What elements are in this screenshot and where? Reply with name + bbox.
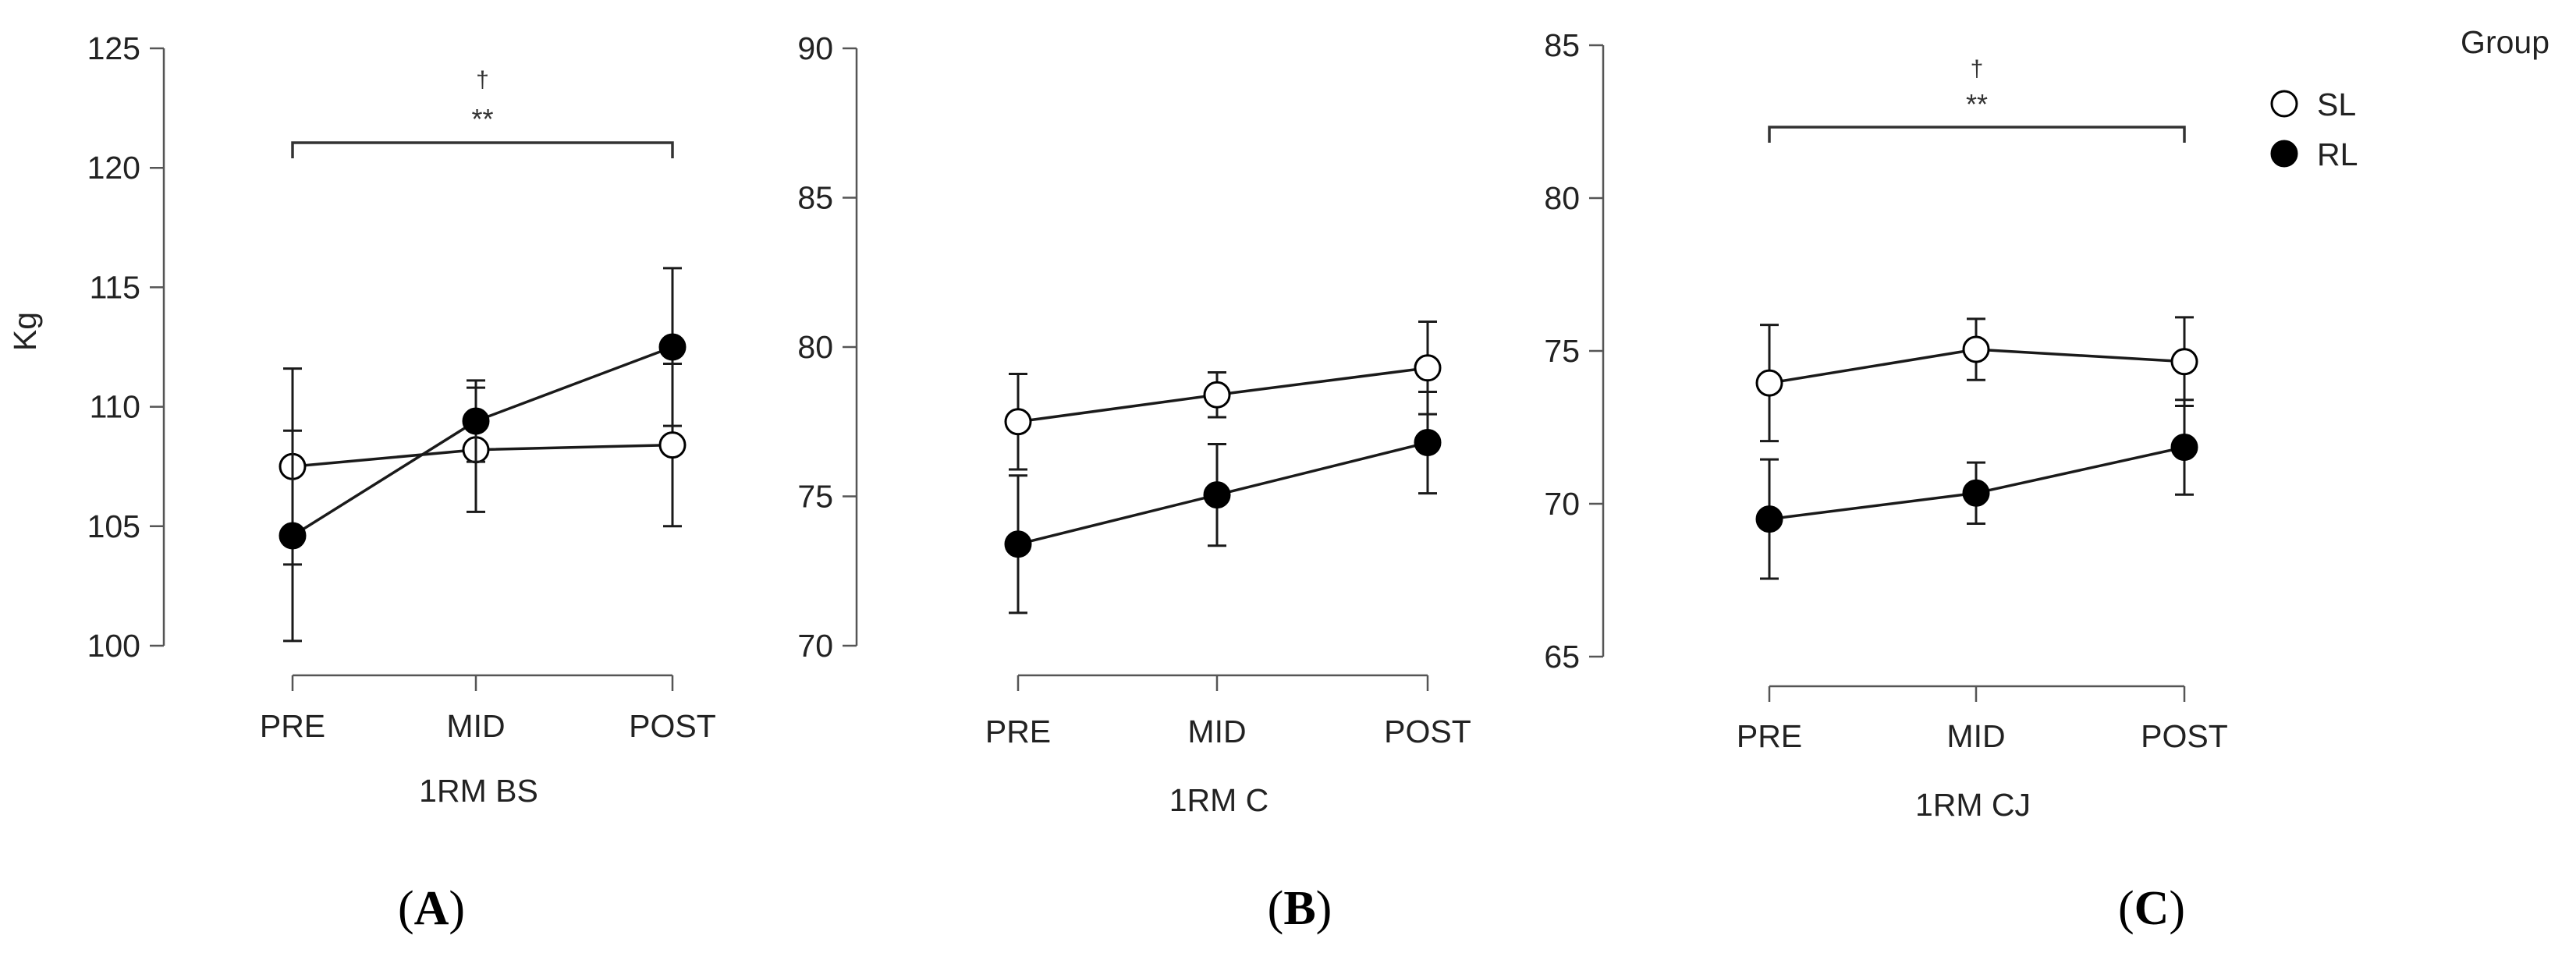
y-tick-label: 70: [797, 628, 833, 664]
series-rl: [1755, 398, 2198, 580]
x-axis-title: 1RM CJ: [1915, 787, 2031, 823]
data-point-sl: [1962, 335, 1990, 363]
data-point-rl: [462, 407, 490, 435]
data-point-rl: [658, 333, 687, 361]
panels: 100 105 110 115 120 125 PRE MID POST 1RM BS Kg † ** (…: [7, 27, 2228, 935]
legend: Group SL RL: [2270, 24, 2549, 172]
series-rl: [1004, 390, 1442, 615]
y-tick-label: 115: [90, 269, 140, 305]
significance-dagger: †: [476, 67, 489, 93]
panel-c: 65 70 75 80 85 PRE MID POST 1RM CJ † ** (C): [1544, 27, 2227, 935]
y-tick-label: 80: [797, 329, 833, 365]
panel-label: (A): [398, 882, 465, 935]
x-tick-label: POST: [1384, 714, 1471, 749]
data-point-rl: [1755, 505, 1783, 533]
y-tick-label: 90: [797, 30, 833, 66]
y-tick-label: 100: [87, 628, 140, 664]
x-tick-label: MID: [1946, 718, 2005, 754]
x-tick-label: MID: [446, 708, 505, 744]
x-tick-label: PRE: [260, 708, 325, 744]
data-point-rl: [1414, 429, 1442, 457]
x-tick-label: MID: [1187, 714, 1246, 749]
data-point-rl: [1004, 530, 1032, 558]
panel-b: 70 75 80 85 90 PRE MID POST 1RM C (B): [797, 30, 1471, 935]
y-tick-label: 85: [1544, 27, 1580, 63]
panel-label: (C): [2118, 882, 2185, 935]
data-point-sl: [1004, 408, 1032, 436]
x-tick-label: PRE: [985, 714, 1051, 749]
y-tick-label: 85: [797, 180, 833, 216]
x-tick-label: POST: [629, 708, 716, 744]
data-point-sl: [1755, 369, 1783, 397]
legend-label-rl: RL: [2317, 136, 2358, 172]
y-tick-label: 70: [1544, 486, 1580, 522]
significance-stars: **: [1966, 88, 1988, 120]
legend-marker-sl: [2270, 90, 2298, 118]
data-point-sl: [1414, 354, 1442, 382]
y-tick-label: 120: [87, 150, 140, 186]
data-point-sl: [1203, 381, 1231, 409]
y-tick-label: 65: [1544, 639, 1580, 675]
x-tick-label: POST: [2141, 718, 2228, 754]
legend-title: Group: [2461, 24, 2549, 60]
legend-marker-rl: [2270, 140, 2298, 168]
significance-bracket: [1768, 126, 2186, 143]
panel-a: 100 105 110 115 120 125 PRE MID POST 1RM BS Kg † ** (…: [7, 30, 716, 935]
data-point-rl: [1962, 479, 1990, 507]
series-sl: [1004, 320, 1442, 471]
data-point-rl: [279, 522, 307, 550]
legend-label-sl: SL: [2317, 87, 2356, 122]
data-point-sl: [2170, 348, 2198, 376]
panel-label: (B): [1268, 882, 1332, 935]
y-tick-label: 105: [87, 508, 140, 544]
data-point-sl: [658, 431, 687, 459]
significance-dagger: †: [1971, 56, 1984, 82]
y-axis-title: Kg: [7, 312, 43, 351]
series-rl: [279, 267, 687, 643]
data-point-rl: [1203, 481, 1231, 509]
series-sl: [279, 362, 687, 566]
significance-stars: **: [471, 103, 493, 135]
y-tick-label: 75: [797, 479, 833, 515]
y-tick-label: 75: [1544, 333, 1580, 369]
x-axis-title: 1RM C: [1169, 782, 1269, 818]
x-tick-label: PRE: [1737, 718, 1802, 754]
y-tick-label: 80: [1544, 180, 1580, 216]
x-axis-title: 1RM BS: [419, 773, 538, 809]
series-sl: [1755, 316, 2198, 443]
data-point-rl: [2170, 433, 2198, 461]
y-tick-label: 125: [87, 30, 140, 66]
significance-bracket: [291, 141, 674, 158]
y-tick-label: 110: [90, 389, 140, 425]
